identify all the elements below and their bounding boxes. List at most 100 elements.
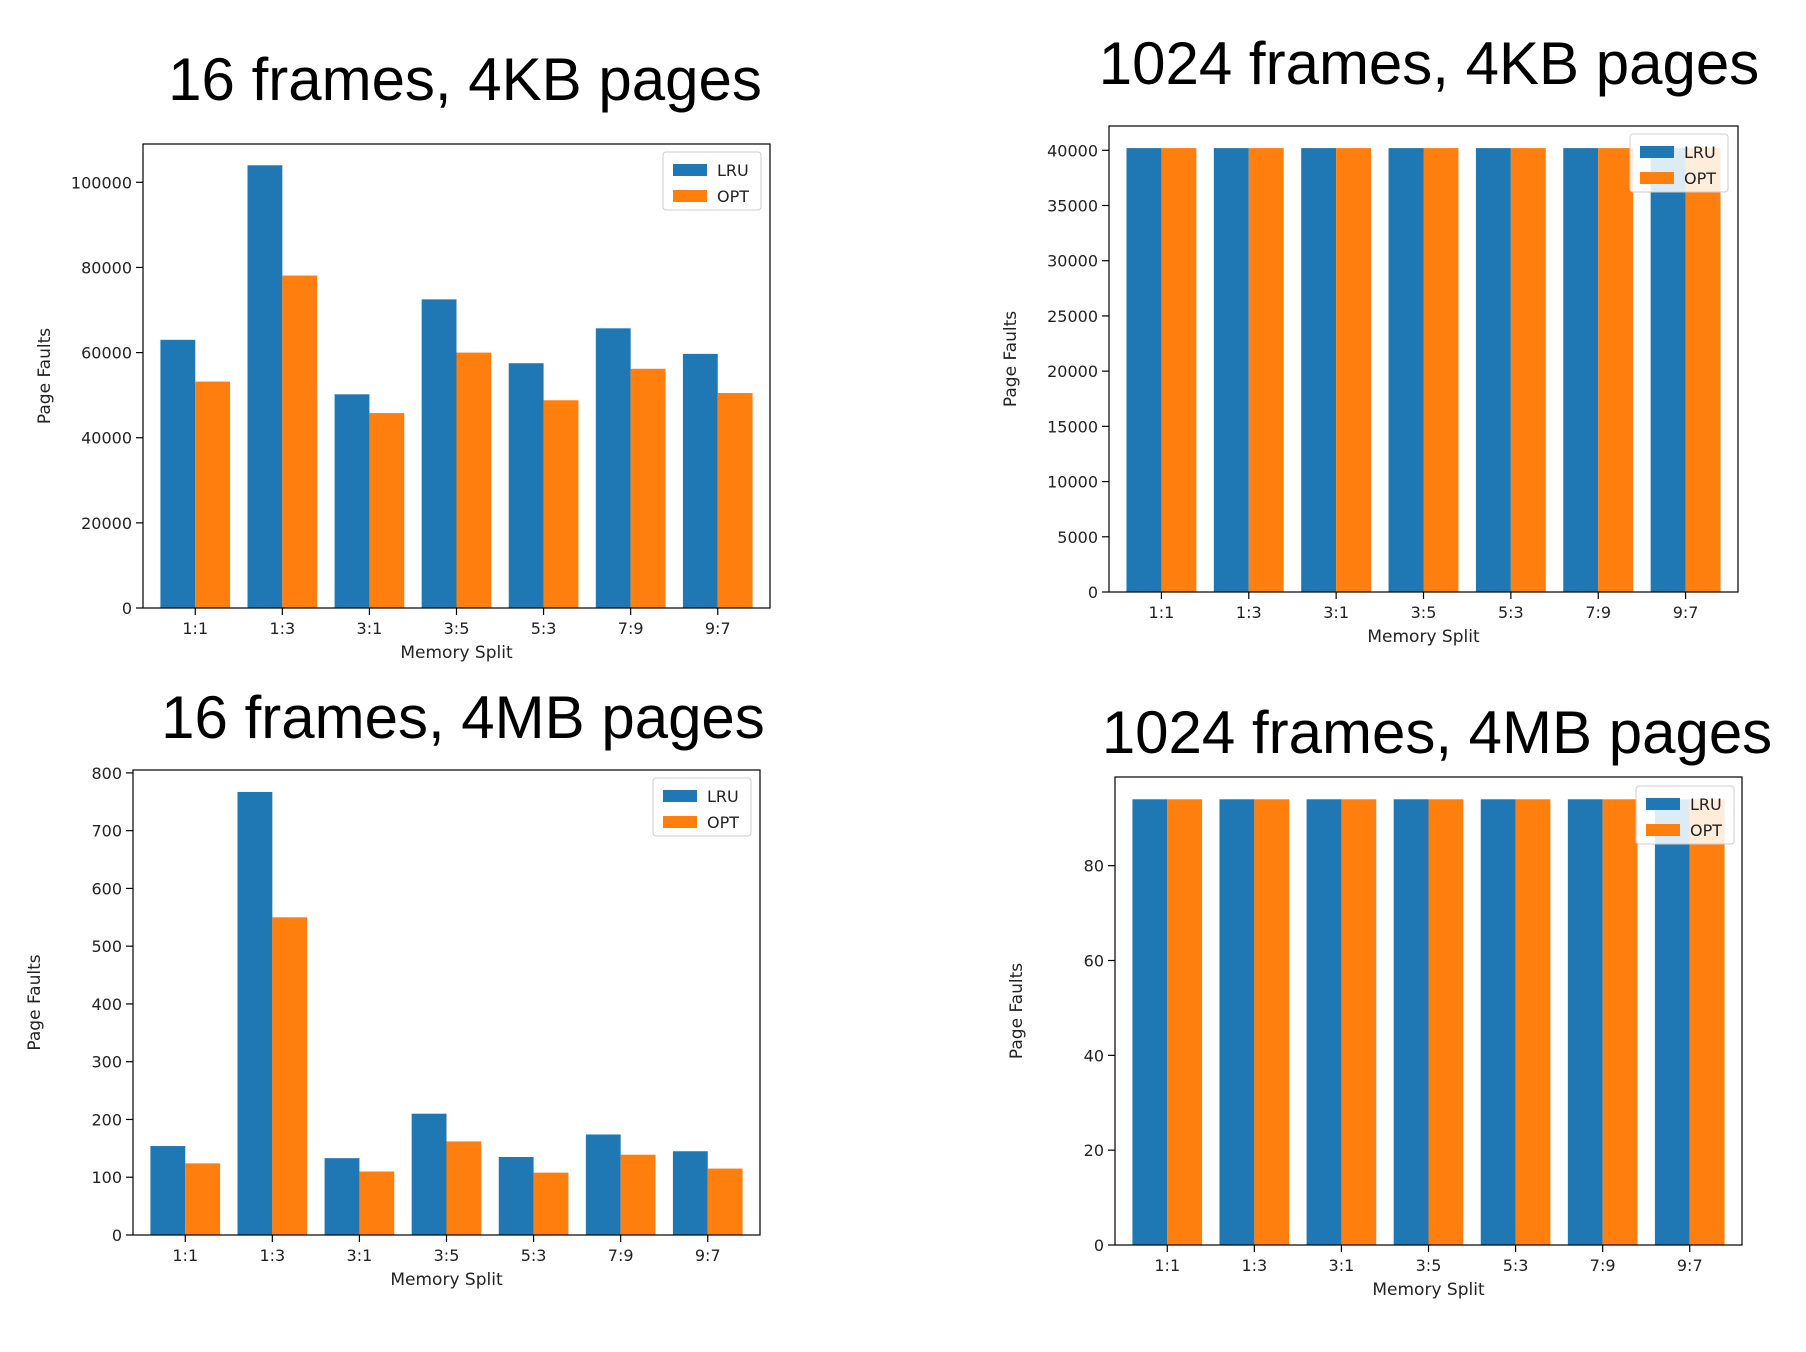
x-tick-label: 9:7 <box>1677 1256 1703 1275</box>
bar-lru <box>1654 799 1690 1245</box>
y-tick-label: 15000 <box>1047 417 1098 436</box>
y-tick-label: 700 <box>91 822 122 841</box>
x-tick-label: 7:9 <box>608 1246 634 1265</box>
x-tick-label: 3:1 <box>357 619 383 638</box>
y-tick-label: 25000 <box>1047 307 1098 326</box>
y-tick-label: 30000 <box>1047 252 1098 271</box>
legend-swatch-opt <box>1640 172 1674 184</box>
legend-label-opt: OPT <box>717 187 749 206</box>
y-axis-label: Page Faults <box>35 328 55 424</box>
bar-opt <box>1254 799 1290 1245</box>
legend-label-lru: LRU <box>1690 795 1722 814</box>
x-tick-label: 3:5 <box>1411 603 1437 622</box>
bar-opt <box>1602 799 1638 1245</box>
x-tick-label: 1:1 <box>1149 603 1175 622</box>
x-tick-label: 7:9 <box>1590 1256 1616 1275</box>
x-tick-label: 3:5 <box>434 1246 460 1265</box>
bar-opt <box>456 352 492 608</box>
bar-lru <box>160 339 196 608</box>
legend-swatch-opt <box>663 816 697 828</box>
x-tick-label: 3:1 <box>347 1246 373 1265</box>
bar-lru <box>150 1146 186 1235</box>
y-tick-label: 20 <box>1084 1141 1104 1160</box>
bar-lru <box>1301 148 1337 592</box>
bar-opt <box>446 1141 482 1235</box>
y-axis-label: Page Faults <box>25 954 45 1050</box>
y-tick-label: 800 <box>91 764 122 783</box>
bar-opt <box>620 1154 656 1235</box>
bar-lru <box>585 1134 621 1235</box>
x-tick-label: 1:3 <box>1241 1256 1267 1275</box>
x-tick-label: 5:3 <box>1503 1256 1529 1275</box>
y-tick-label: 0 <box>1094 1236 1104 1255</box>
y-tick-label: 0 <box>122 599 132 618</box>
bar-lru <box>1219 799 1255 1245</box>
x-tick-label: 1:3 <box>1236 603 1262 622</box>
legend-label-opt: OPT <box>1690 821 1722 840</box>
legend-label-lru: LRU <box>707 787 739 806</box>
bar-opt <box>1510 148 1546 592</box>
bar-lru <box>411 1113 447 1235</box>
bar-lru <box>508 363 544 608</box>
chart-title: 16 frames, 4MB pages <box>161 684 765 751</box>
bar-opt <box>1598 148 1634 592</box>
y-tick-label: 400 <box>91 995 122 1014</box>
x-axis-label: Memory Split <box>390 1270 503 1290</box>
legend: LRU OPT <box>1635 785 1735 845</box>
x-axis-label: Memory Split <box>400 643 513 663</box>
bar-lru <box>237 791 273 1235</box>
x-tick-label: 1:1 <box>172 1246 198 1265</box>
y-tick-label: 300 <box>91 1053 122 1072</box>
bar-opt <box>195 381 231 608</box>
bar-opt <box>369 413 405 608</box>
bar-opt <box>707 1168 743 1235</box>
bar-lru <box>1393 799 1429 1245</box>
legend-swatch-lru <box>1646 798 1680 810</box>
bar-opt <box>1336 148 1372 592</box>
y-tick-label: 60 <box>1084 952 1104 971</box>
x-tick-label: 3:1 <box>1323 603 1349 622</box>
x-tick-label: 7:9 <box>618 619 644 638</box>
y-tick-label: 5000 <box>1057 528 1098 547</box>
legend-swatch-lru <box>663 790 697 802</box>
y-tick-label: 40 <box>1084 1046 1104 1065</box>
x-tick-label: 9:7 <box>695 1246 721 1265</box>
x-tick-label: 9:7 <box>705 619 731 638</box>
legend: LRU OPT <box>1629 133 1729 193</box>
y-tick-label: 100 <box>91 1168 122 1187</box>
bar-opt <box>543 400 579 608</box>
y-tick-label: 600 <box>91 879 122 898</box>
bar-lru <box>1480 799 1516 1245</box>
x-tick-label: 5:3 <box>521 1246 547 1265</box>
bar-opt <box>1423 148 1459 592</box>
legend: LRU OPT <box>652 777 752 837</box>
y-axis-label: Page Faults <box>1001 311 1021 407</box>
bar-lru <box>1306 799 1342 1245</box>
x-tick-label: 1:3 <box>269 619 295 638</box>
y-tick-label: 40000 <box>1047 141 1098 160</box>
bar-opt <box>717 393 753 608</box>
bar-lru <box>1126 148 1162 592</box>
bar-lru <box>595 328 631 608</box>
y-tick-label: 20000 <box>1047 362 1098 381</box>
bar-lru <box>682 353 718 608</box>
y-tick-label: 500 <box>91 937 122 956</box>
bar-lru <box>1213 148 1249 592</box>
legend-swatch-lru <box>1640 146 1674 158</box>
legend-label-opt: OPT <box>1684 169 1716 188</box>
y-tick-label: 10000 <box>1047 473 1098 492</box>
x-tick-label: 3:1 <box>1329 1256 1355 1275</box>
y-tick-label: 35000 <box>1047 197 1098 216</box>
bar-opt <box>1161 148 1197 592</box>
y-tick-label: 80000 <box>81 258 132 277</box>
x-tick-label: 7:9 <box>1585 603 1611 622</box>
bar-lru <box>672 1151 708 1235</box>
bar-opt <box>1167 799 1203 1245</box>
chart-3: 0 100 200 300 400 500 600 700 800 1:1 1:3 3:1 3:5 5:3… <box>25 764 761 1290</box>
legend-label-opt: OPT <box>707 813 739 832</box>
legend-swatch-lru <box>673 164 707 176</box>
bar-opt <box>1341 799 1377 1245</box>
bar-opt <box>1689 799 1725 1245</box>
bar-opt <box>1685 148 1721 592</box>
